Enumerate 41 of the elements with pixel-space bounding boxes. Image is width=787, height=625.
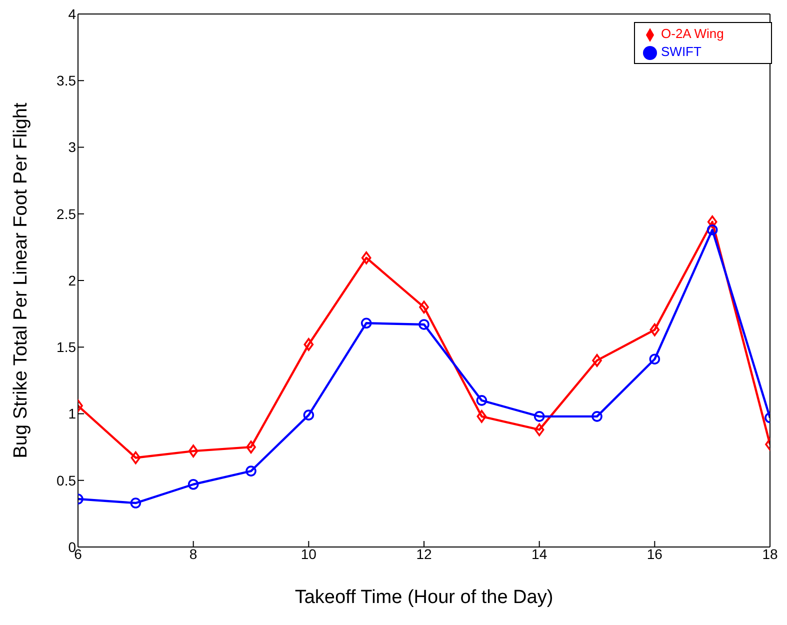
y-tick-label: 1.5: [56, 339, 76, 356]
x-tick-label: 12: [416, 546, 432, 562]
point: [419, 300, 429, 314]
point: [476, 395, 488, 406]
y-tick-label: 3.5: [56, 72, 76, 89]
point: [418, 319, 430, 330]
point: [188, 444, 198, 458]
x-axis-title: Takeoff Time (Hour of the Day): [294, 587, 554, 608]
point: [188, 478, 199, 490]
x-tick-label: 6: [74, 546, 82, 562]
point: [361, 251, 372, 264]
y-tick-label: 3: [68, 139, 76, 156]
point: [650, 323, 660, 336]
x-tick-label: 8: [189, 546, 198, 562]
point: [360, 318, 372, 329]
x-tick-label: 18: [762, 546, 778, 562]
point: [707, 215, 718, 228]
point: [534, 423, 544, 436]
point: [534, 411, 545, 422]
y-tick-label: 1: [68, 406, 76, 422]
point: [303, 410, 314, 420]
point: [246, 440, 256, 454]
y-tick-label: 4: [68, 6, 76, 22]
point: [246, 466, 256, 476]
x-tick-label: 10: [300, 546, 317, 562]
point: [649, 354, 660, 365]
legend-label: SWIFT: [661, 44, 702, 59]
x-tick-label: 16: [646, 546, 663, 562]
point: [592, 354, 602, 367]
y-tick-label: 2: [68, 272, 76, 288]
point: [592, 411, 602, 422]
point: [130, 498, 142, 508]
y-tick-label: 0.5: [56, 472, 76, 488]
x-tick-label: 14: [532, 546, 548, 562]
y-axis-title: Bug Strike Total Per Linear Foot Per Flight: [10, 102, 32, 458]
y-tick-label: 2.5: [56, 206, 76, 222]
point: [304, 338, 314, 351]
point: [706, 224, 718, 236]
point: [476, 410, 487, 423]
point: [130, 451, 141, 464]
legend-label: O-2A Wing: [661, 26, 724, 41]
